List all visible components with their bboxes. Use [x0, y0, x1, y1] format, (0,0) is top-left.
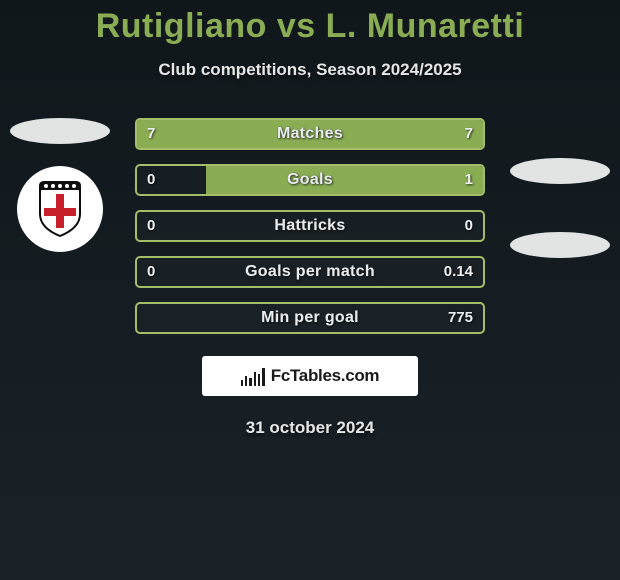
stat-rows: 7Matches70Goals10Hattricks00Goals per ma… — [135, 118, 485, 334]
stat-value-left: 0 — [137, 258, 165, 286]
stat-value-left — [137, 304, 157, 332]
stat-row: Min per goal775 — [135, 302, 485, 334]
brand-badge[interactable]: FcTables.com — [202, 356, 418, 396]
player-left-column — [10, 110, 110, 252]
player-right-column — [510, 110, 610, 258]
stat-label: Min per goal — [137, 304, 483, 332]
stat-row: 0Goals1 — [135, 164, 485, 196]
date-label: 31 october 2024 — [0, 418, 620, 438]
brand-chart-icon — [241, 366, 265, 386]
stat-value-right: 0 — [455, 212, 483, 240]
player-left-placeholder — [10, 118, 110, 144]
brand-text: FcTables.com — [271, 366, 380, 386]
player-right-placeholder-2 — [510, 232, 610, 258]
content-area: 7Matches70Goals10Hattricks00Goals per ma… — [0, 118, 620, 334]
stat-value-right: 775 — [438, 304, 483, 332]
player-left-club-logo — [17, 166, 103, 252]
stat-value-right: 0.14 — [434, 258, 483, 286]
stat-value-left: 0 — [137, 212, 165, 240]
shield-icon — [36, 180, 84, 238]
stat-row: 0Goals per match0.14 — [135, 256, 485, 288]
player-right-placeholder-1 — [510, 158, 610, 184]
stat-fill-right — [206, 166, 483, 194]
stat-label: Goals per match — [137, 258, 483, 286]
stat-label: Hattricks — [137, 212, 483, 240]
stat-value-left: 0 — [137, 166, 165, 194]
stat-fill-right — [310, 120, 483, 148]
subtitle: Club competitions, Season 2024/2025 — [0, 60, 620, 80]
stat-fill-left — [137, 120, 310, 148]
page-title: Rutigliano vs L. Munaretti — [0, 7, 620, 46]
stat-row: 7Matches7 — [135, 118, 485, 150]
comparison-card: Rutigliano vs L. Munaretti Club competit… — [0, 0, 620, 580]
stat-row: 0Hattricks0 — [135, 210, 485, 242]
